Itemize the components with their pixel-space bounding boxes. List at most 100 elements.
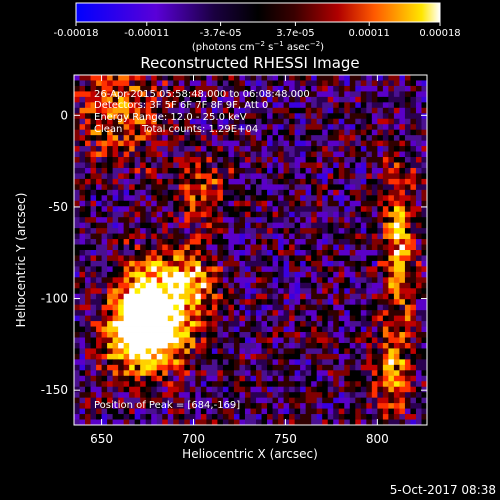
heatmap-pixel — [278, 195, 284, 202]
heatmap-pixel — [415, 326, 422, 333]
heatmap-pixel — [300, 107, 307, 114]
heatmap-pixel — [421, 211, 427, 218]
heatmap-pixel — [300, 332, 307, 338]
heatmap-pixel — [184, 239, 191, 245]
heatmap-pixel — [267, 239, 273, 245]
heatmap-pixel — [101, 321, 108, 327]
heatmap-pixel — [399, 321, 406, 327]
heatmap-pixel — [311, 386, 318, 393]
heatmap-pixel — [404, 353, 411, 360]
heatmap-pixel — [316, 370, 323, 377]
heatmap-pixel — [79, 353, 86, 360]
heatmap-pixel — [349, 419, 356, 425]
heatmap-pixel — [90, 107, 97, 114]
heatmap-pixel — [333, 80, 340, 87]
heatmap-pixel — [410, 113, 417, 120]
heatmap-pixel — [200, 266, 207, 273]
heatmap-pixel — [355, 342, 362, 349]
heatmap-pixel — [167, 118, 174, 125]
heatmap-pixel — [85, 140, 91, 147]
heatmap-pixel — [327, 200, 334, 207]
heatmap-pixel — [250, 102, 257, 109]
heatmap-pixel — [112, 85, 119, 92]
heatmap-pixel — [349, 135, 356, 142]
heatmap-pixel — [151, 315, 158, 322]
heatmap-pixel — [90, 206, 97, 213]
heatmap-pixel — [156, 299, 163, 306]
heatmap-pixel — [244, 348, 251, 355]
heatmap-pixel — [267, 107, 273, 114]
heatmap-pixel — [349, 239, 356, 245]
heatmap-pixel — [162, 173, 169, 180]
heatmap-pixel — [366, 337, 373, 344]
heatmap-pixel — [344, 310, 351, 317]
heatmap-pixel — [388, 277, 395, 284]
heatmap-pixel — [344, 80, 351, 87]
heatmap-pixel — [294, 342, 301, 349]
heatmap-pixel — [107, 195, 114, 202]
heatmap-pixel — [338, 397, 345, 404]
heatmap-pixel — [112, 167, 119, 174]
heatmap-pixel — [118, 107, 125, 114]
heatmap-pixel — [101, 332, 108, 338]
heatmap-pixel — [101, 118, 108, 125]
heatmap-pixel — [228, 271, 235, 278]
heatmap-pixel — [283, 239, 290, 245]
heatmap-pixel — [311, 381, 318, 388]
heatmap-pixel — [74, 348, 80, 355]
heatmap-pixel — [90, 222, 97, 229]
heatmap-pixel — [167, 222, 174, 229]
heatmap-pixel — [349, 162, 356, 169]
heatmap-pixel — [107, 233, 114, 240]
heatmap-pixel — [107, 386, 114, 393]
heatmap-pixel — [107, 310, 114, 317]
heatmap-pixel — [211, 260, 218, 267]
y-tick-label: -100 — [41, 292, 68, 306]
heatmap-pixel — [333, 118, 340, 125]
heatmap-pixel — [388, 75, 395, 81]
heatmap-pixel — [79, 151, 86, 158]
heatmap-pixel — [410, 178, 417, 185]
heatmap-pixel — [410, 310, 417, 317]
heatmap-pixel — [415, 102, 422, 109]
heatmap-pixel — [349, 332, 356, 338]
heatmap-pixel — [112, 80, 119, 87]
heatmap-pixel — [344, 370, 351, 377]
heatmap-pixel — [244, 239, 251, 245]
heatmap-pixel — [300, 381, 307, 388]
heatmap-pixel — [200, 414, 207, 420]
heatmap-pixel — [107, 124, 114, 131]
heatmap-pixel — [327, 211, 334, 218]
heatmap-pixel — [162, 315, 169, 322]
heatmap-pixel — [134, 392, 141, 399]
heatmap-pixel — [228, 370, 235, 377]
heatmap-pixel — [371, 414, 378, 420]
heatmap-pixel — [151, 386, 158, 393]
heatmap-pixel — [200, 167, 207, 174]
heatmap-pixel — [355, 397, 362, 404]
heatmap-pixel — [189, 337, 196, 344]
heatmap-pixel — [233, 260, 240, 267]
heatmap-pixel — [399, 140, 406, 147]
heatmap-pixel — [134, 271, 141, 278]
heatmap-pixel — [151, 250, 158, 256]
heatmap-pixel — [233, 304, 240, 311]
heatmap-pixel — [74, 288, 80, 295]
heatmap-pixel — [272, 107, 279, 114]
heatmap-pixel — [393, 282, 400, 289]
heatmap-pixel — [327, 403, 334, 409]
heatmap-pixel — [233, 375, 240, 382]
heatmap-pixel — [300, 392, 307, 399]
heatmap-pixel — [156, 244, 163, 251]
heatmap-pixel — [316, 299, 323, 306]
heatmap-pixel — [217, 157, 224, 163]
colorbar-unit-label: (photons cm−2 s−1 asec−2) — [192, 40, 324, 53]
heatmap-pixel — [404, 239, 411, 245]
heatmap-pixel — [283, 228, 290, 234]
heatmap-pixel — [90, 173, 97, 180]
heatmap-pixel — [316, 375, 323, 382]
heatmap-pixel — [327, 282, 334, 289]
heatmap-pixel — [267, 80, 273, 87]
heatmap-pixel — [195, 310, 202, 317]
heatmap-pixel — [311, 353, 318, 360]
